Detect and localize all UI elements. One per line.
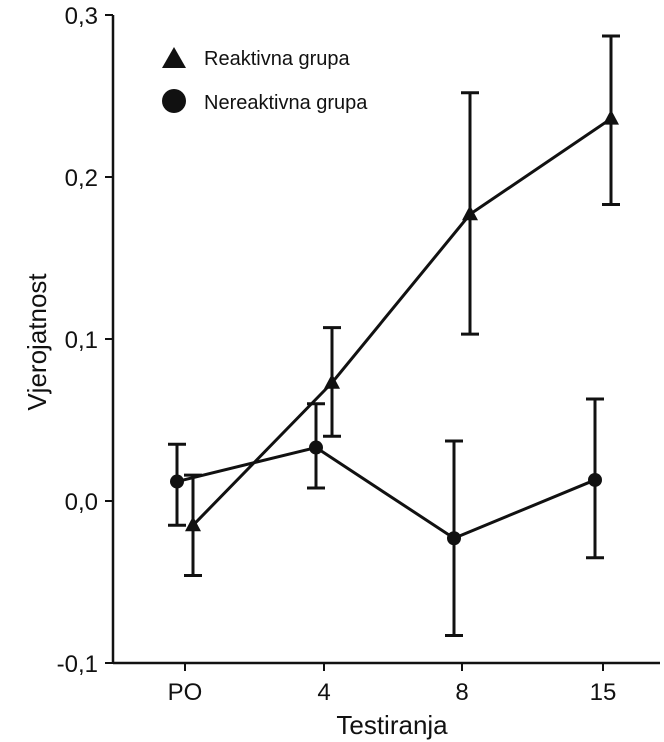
x-ticks: PO 4 8 15 (168, 663, 617, 706)
y-tick-label: 0,2 (65, 165, 98, 192)
x-axis-title: Testiranja (336, 710, 448, 740)
series-line-nereaktivna (176, 446, 596, 540)
data-point-triangle (185, 516, 201, 532)
data-point-triangle (462, 205, 478, 221)
data-point-triangle (324, 373, 340, 389)
data-point-circle (447, 531, 461, 546)
legend-label-reaktivna: Reaktivna grupa (204, 48, 351, 70)
series-line-reaktivna (191, 117, 612, 527)
y-tick-label: 0,1 (65, 327, 98, 354)
series-layer (168, 34, 620, 637)
data-point-circle (170, 474, 184, 489)
x-tick-label: 15 (590, 679, 617, 706)
legend-label-nereaktivna: Nereaktivna grupa (204, 92, 368, 114)
x-tick-label: 4 (317, 679, 330, 706)
data-point-circle (588, 472, 602, 487)
data-point-circle (309, 440, 323, 455)
y-tick-label: 0,3 (65, 3, 98, 30)
axes (111, 15, 660, 665)
legend-circle-marker (162, 89, 186, 113)
legend-triangle-marker (162, 47, 186, 68)
y-axis-title: Vjerojatnost (22, 273, 52, 411)
legend: Reaktivna grupa Nereaktivna grupa (162, 47, 368, 114)
x-tick-label: 8 (455, 679, 468, 706)
data-point-triangle (603, 109, 619, 125)
y-tick-label: -0,1 (57, 651, 98, 678)
y-ticks: -0,1 0,0 0,1 0,2 0,3 (57, 3, 113, 678)
y-tick-label: 0,0 (65, 489, 98, 516)
x-tick-label: PO (168, 679, 203, 706)
